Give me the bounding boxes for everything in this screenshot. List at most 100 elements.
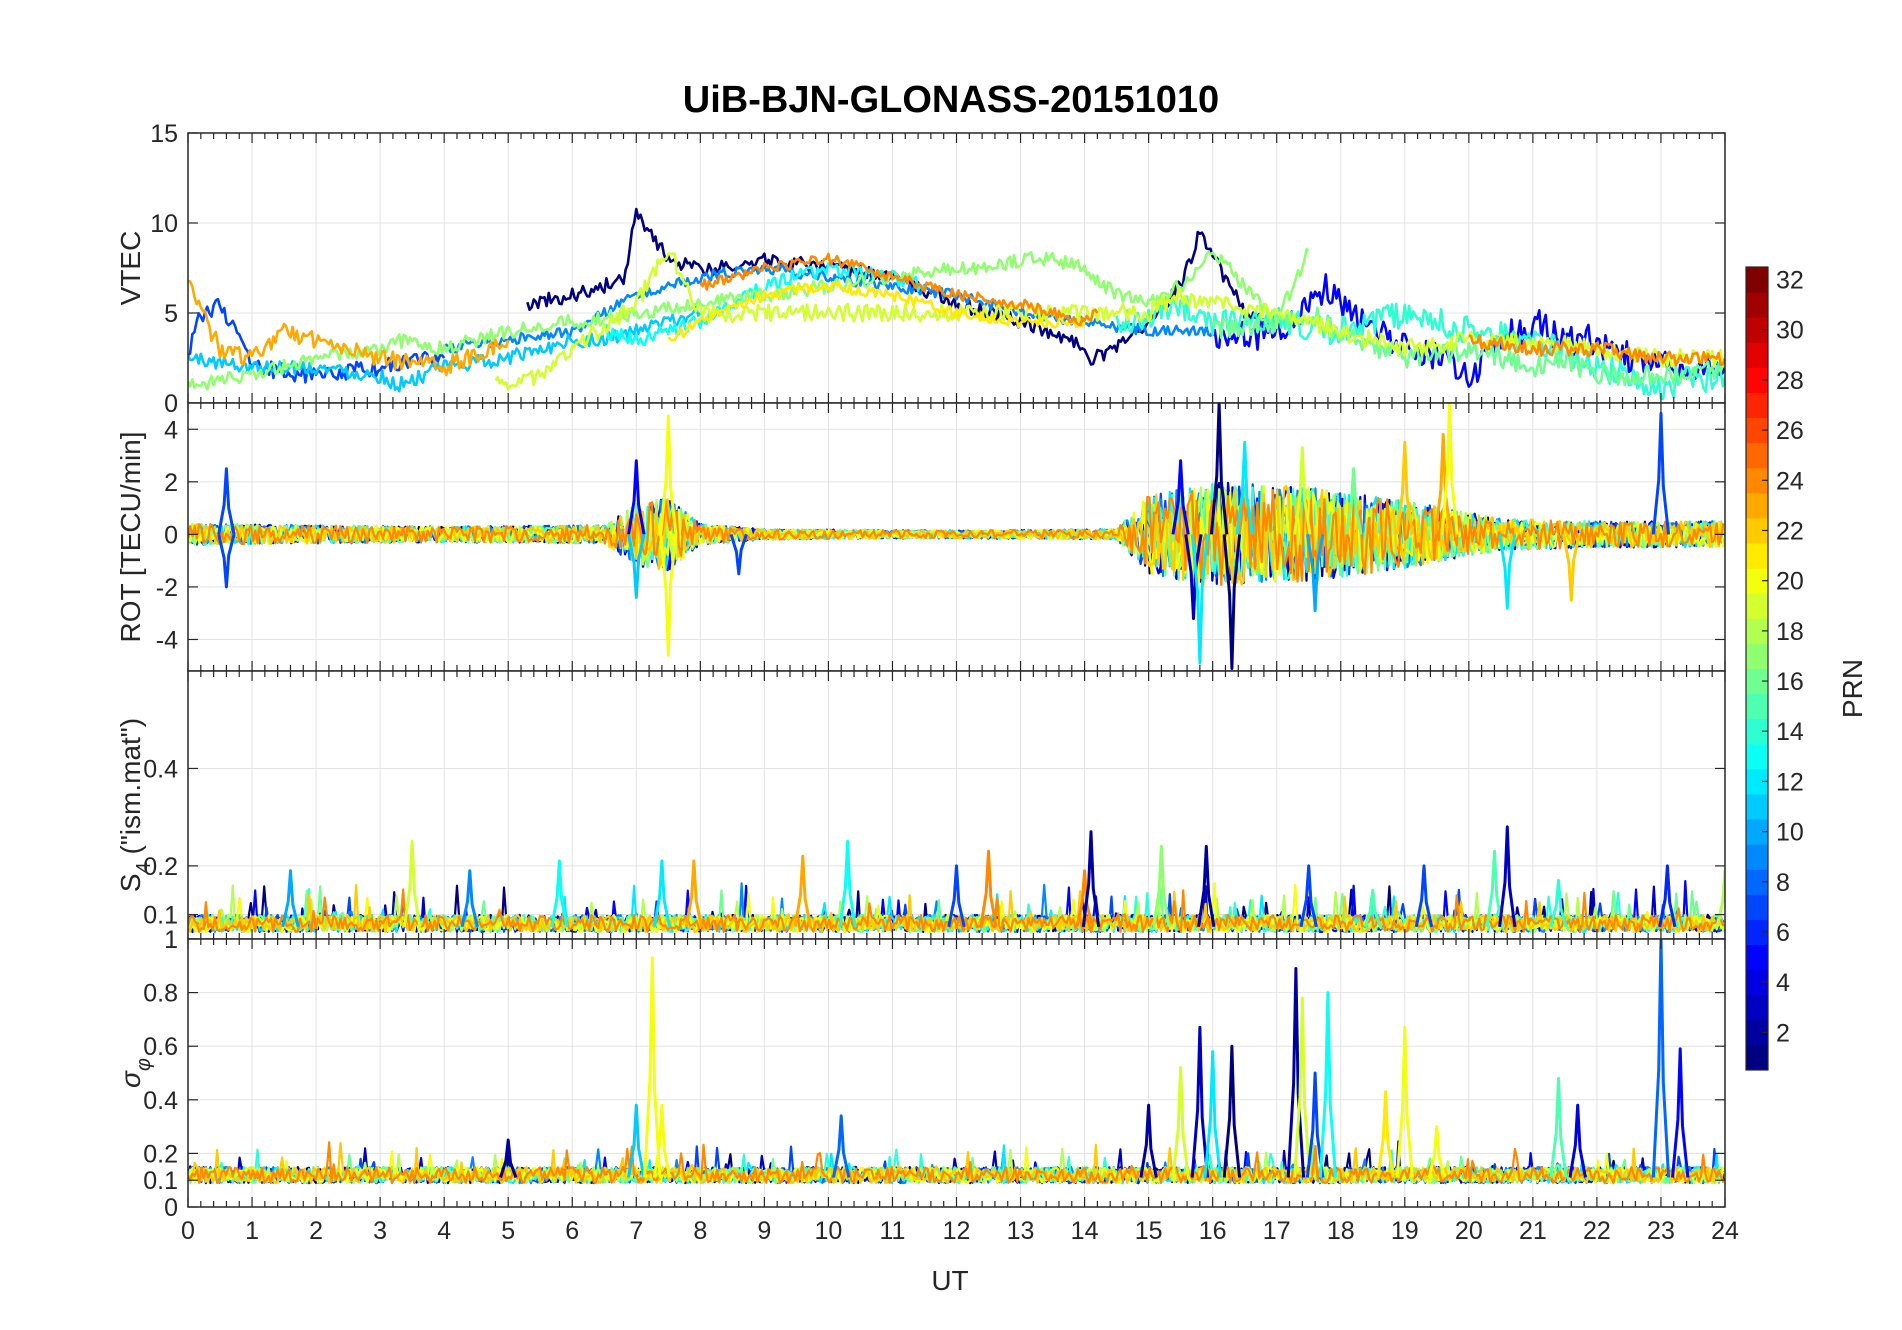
peak-spike-prn-2	[1286, 967, 1306, 1178]
series-trace-prn-24	[188, 1141, 1725, 1185]
colorbar-segment	[1746, 793, 1768, 820]
y-tick-label: -2	[156, 574, 178, 602]
panel-vtec: 0 5 10 15 VTEC	[115, 120, 1726, 418]
series-group	[188, 403, 1725, 670]
x-axis-label: UT	[931, 1265, 968, 1296]
series-group	[188, 939, 1725, 1185]
y-tick-label: 5	[164, 300, 178, 328]
y-tick-label: 0.2	[143, 853, 178, 881]
y-axis-label-main: σ	[115, 1070, 146, 1088]
peak-spike-prn-12	[652, 859, 672, 928]
series-line-prn-24	[699, 252, 1099, 327]
peak-spike-prn-12	[1235, 440, 1254, 535]
peak-spike-prn-23	[1434, 433, 1453, 535]
colorbar-segment	[1746, 568, 1768, 594]
x-ticks	[187, 671, 1726, 939]
colorbar-segment	[1746, 543, 1768, 569]
y-tick-label: 0.1	[143, 1167, 178, 1195]
peak-spike-prn-19	[1171, 1066, 1190, 1178]
peak-spike-prn-19	[403, 840, 422, 928]
x-ticks	[187, 938, 1726, 1208]
x-tick-label: 3	[373, 1217, 387, 1245]
peak-spike-prn-8	[1651, 939, 1671, 1178]
peak-spike-prn-5	[1671, 1047, 1690, 1178]
colorbar-tick-label: 10	[1776, 819, 1804, 847]
colorbar-segment	[1746, 517, 1768, 544]
x-tick-label: 8	[693, 1217, 707, 1245]
series-line-prn-21	[667, 281, 1086, 342]
chart-title: UiB-BJN-GLONASS-20151010	[683, 79, 1219, 121]
colorbar-label: PRN	[1837, 659, 1868, 718]
colorbar-tick-label: 6	[1776, 919, 1790, 947]
colorbar-segment	[1746, 1044, 1768, 1071]
peak-spike-prn-12	[1190, 534, 1209, 665]
colorbar-segment	[1746, 693, 1768, 720]
colorbar-segment	[1746, 819, 1768, 845]
peak-spike-prn-11	[627, 534, 646, 599]
peak-spike-prn-20	[1427, 1125, 1446, 1178]
series-trace-prn-24	[188, 489, 1725, 587]
peak-spike-prn-10	[1305, 534, 1325, 613]
colorbar-segment	[1746, 743, 1768, 770]
series-line-prn-16	[1211, 306, 1725, 387]
colorbar-tick-label: 28	[1776, 367, 1804, 395]
colorbar-segment	[1746, 643, 1768, 669]
colorbar-tick-label: 2	[1776, 1019, 1790, 1047]
peak-spike-prn-22	[1395, 440, 1414, 535]
colorbar-segment	[1746, 492, 1768, 519]
peak-spike-prn-20	[1440, 403, 1459, 535]
y-axis-label-sub: φ	[133, 1058, 155, 1071]
colorbar-tick-label: 8	[1776, 869, 1790, 897]
colorbar-tick-label: 4	[1776, 969, 1790, 997]
colorbar-segment	[1746, 292, 1768, 318]
colorbar-tick-label: 14	[1776, 718, 1804, 746]
peak-spike-prn-24	[1075, 869, 1094, 928]
colorbar-segment	[1746, 668, 1768, 695]
y-axis-label: VTEC	[115, 231, 146, 306]
peak-spike-prn-1	[1222, 534, 1242, 670]
colorbar-segment	[1746, 1019, 1768, 1046]
y-tick-label: -4	[156, 626, 178, 654]
panel-rot: -4 -2 0 2 4 ROT [TECU/min]	[115, 402, 1726, 672]
y-tick-label: 15	[150, 120, 178, 148]
x-tick-label: 9	[757, 1217, 771, 1245]
colorbar-segment	[1746, 392, 1768, 419]
peak-spike-prn-7	[729, 533, 748, 576]
peak-spike-prn-23	[684, 859, 704, 928]
x-tick-label: 18	[1327, 1217, 1355, 1245]
colorbar-frame	[1745, 266, 1769, 1071]
y-axis-label-rest: ("ism.mat")	[115, 718, 146, 862]
colorbar-segment	[1746, 894, 1768, 920]
x-tick-label: 5	[501, 1217, 515, 1245]
x-tick-label: 17	[1263, 1217, 1291, 1245]
colorbar-tick-label: 18	[1776, 618, 1804, 646]
panel-s4: 0.10.20.4S4 ("ism.mat")	[115, 670, 1726, 940]
colorbar-segment	[1746, 869, 1768, 895]
peak-spike-prn-13	[550, 859, 569, 928]
y-tick-label: 2	[164, 469, 178, 497]
colorbar-segment	[1746, 718, 1768, 745]
peak-spike-prn-20	[659, 414, 678, 535]
peak-spike-prn-14	[1549, 879, 1568, 928]
colorbar-segment	[1746, 618, 1768, 644]
colorbar-segment	[1746, 994, 1768, 1021]
x-tick-label: 20	[1455, 1217, 1483, 1245]
colorbar-segment	[1746, 944, 1768, 971]
peak-spike-prn-12	[1498, 534, 1517, 610]
y-tick-label: 4	[164, 416, 178, 444]
colorbar-segment	[1746, 342, 1768, 368]
peak-spike-prn-15	[1363, 888, 1382, 928]
peak-spike-prn-10	[281, 869, 300, 928]
peak-spike-prn-7	[1305, 1071, 1325, 1178]
peak-spike-prn-23	[793, 854, 812, 928]
y-tick-label: 0.4	[143, 1087, 178, 1115]
peak-spike-prn-20	[1395, 1025, 1414, 1178]
x-tick-label: 12	[943, 1217, 971, 1245]
peak-spike-prn-20	[659, 534, 678, 657]
colorbar-segment	[1746, 969, 1768, 996]
peak-spike-prn-3	[1190, 1025, 1209, 1178]
peak-spike-prn-3	[1184, 534, 1203, 620]
colorbar-tick-label: 20	[1776, 568, 1804, 596]
